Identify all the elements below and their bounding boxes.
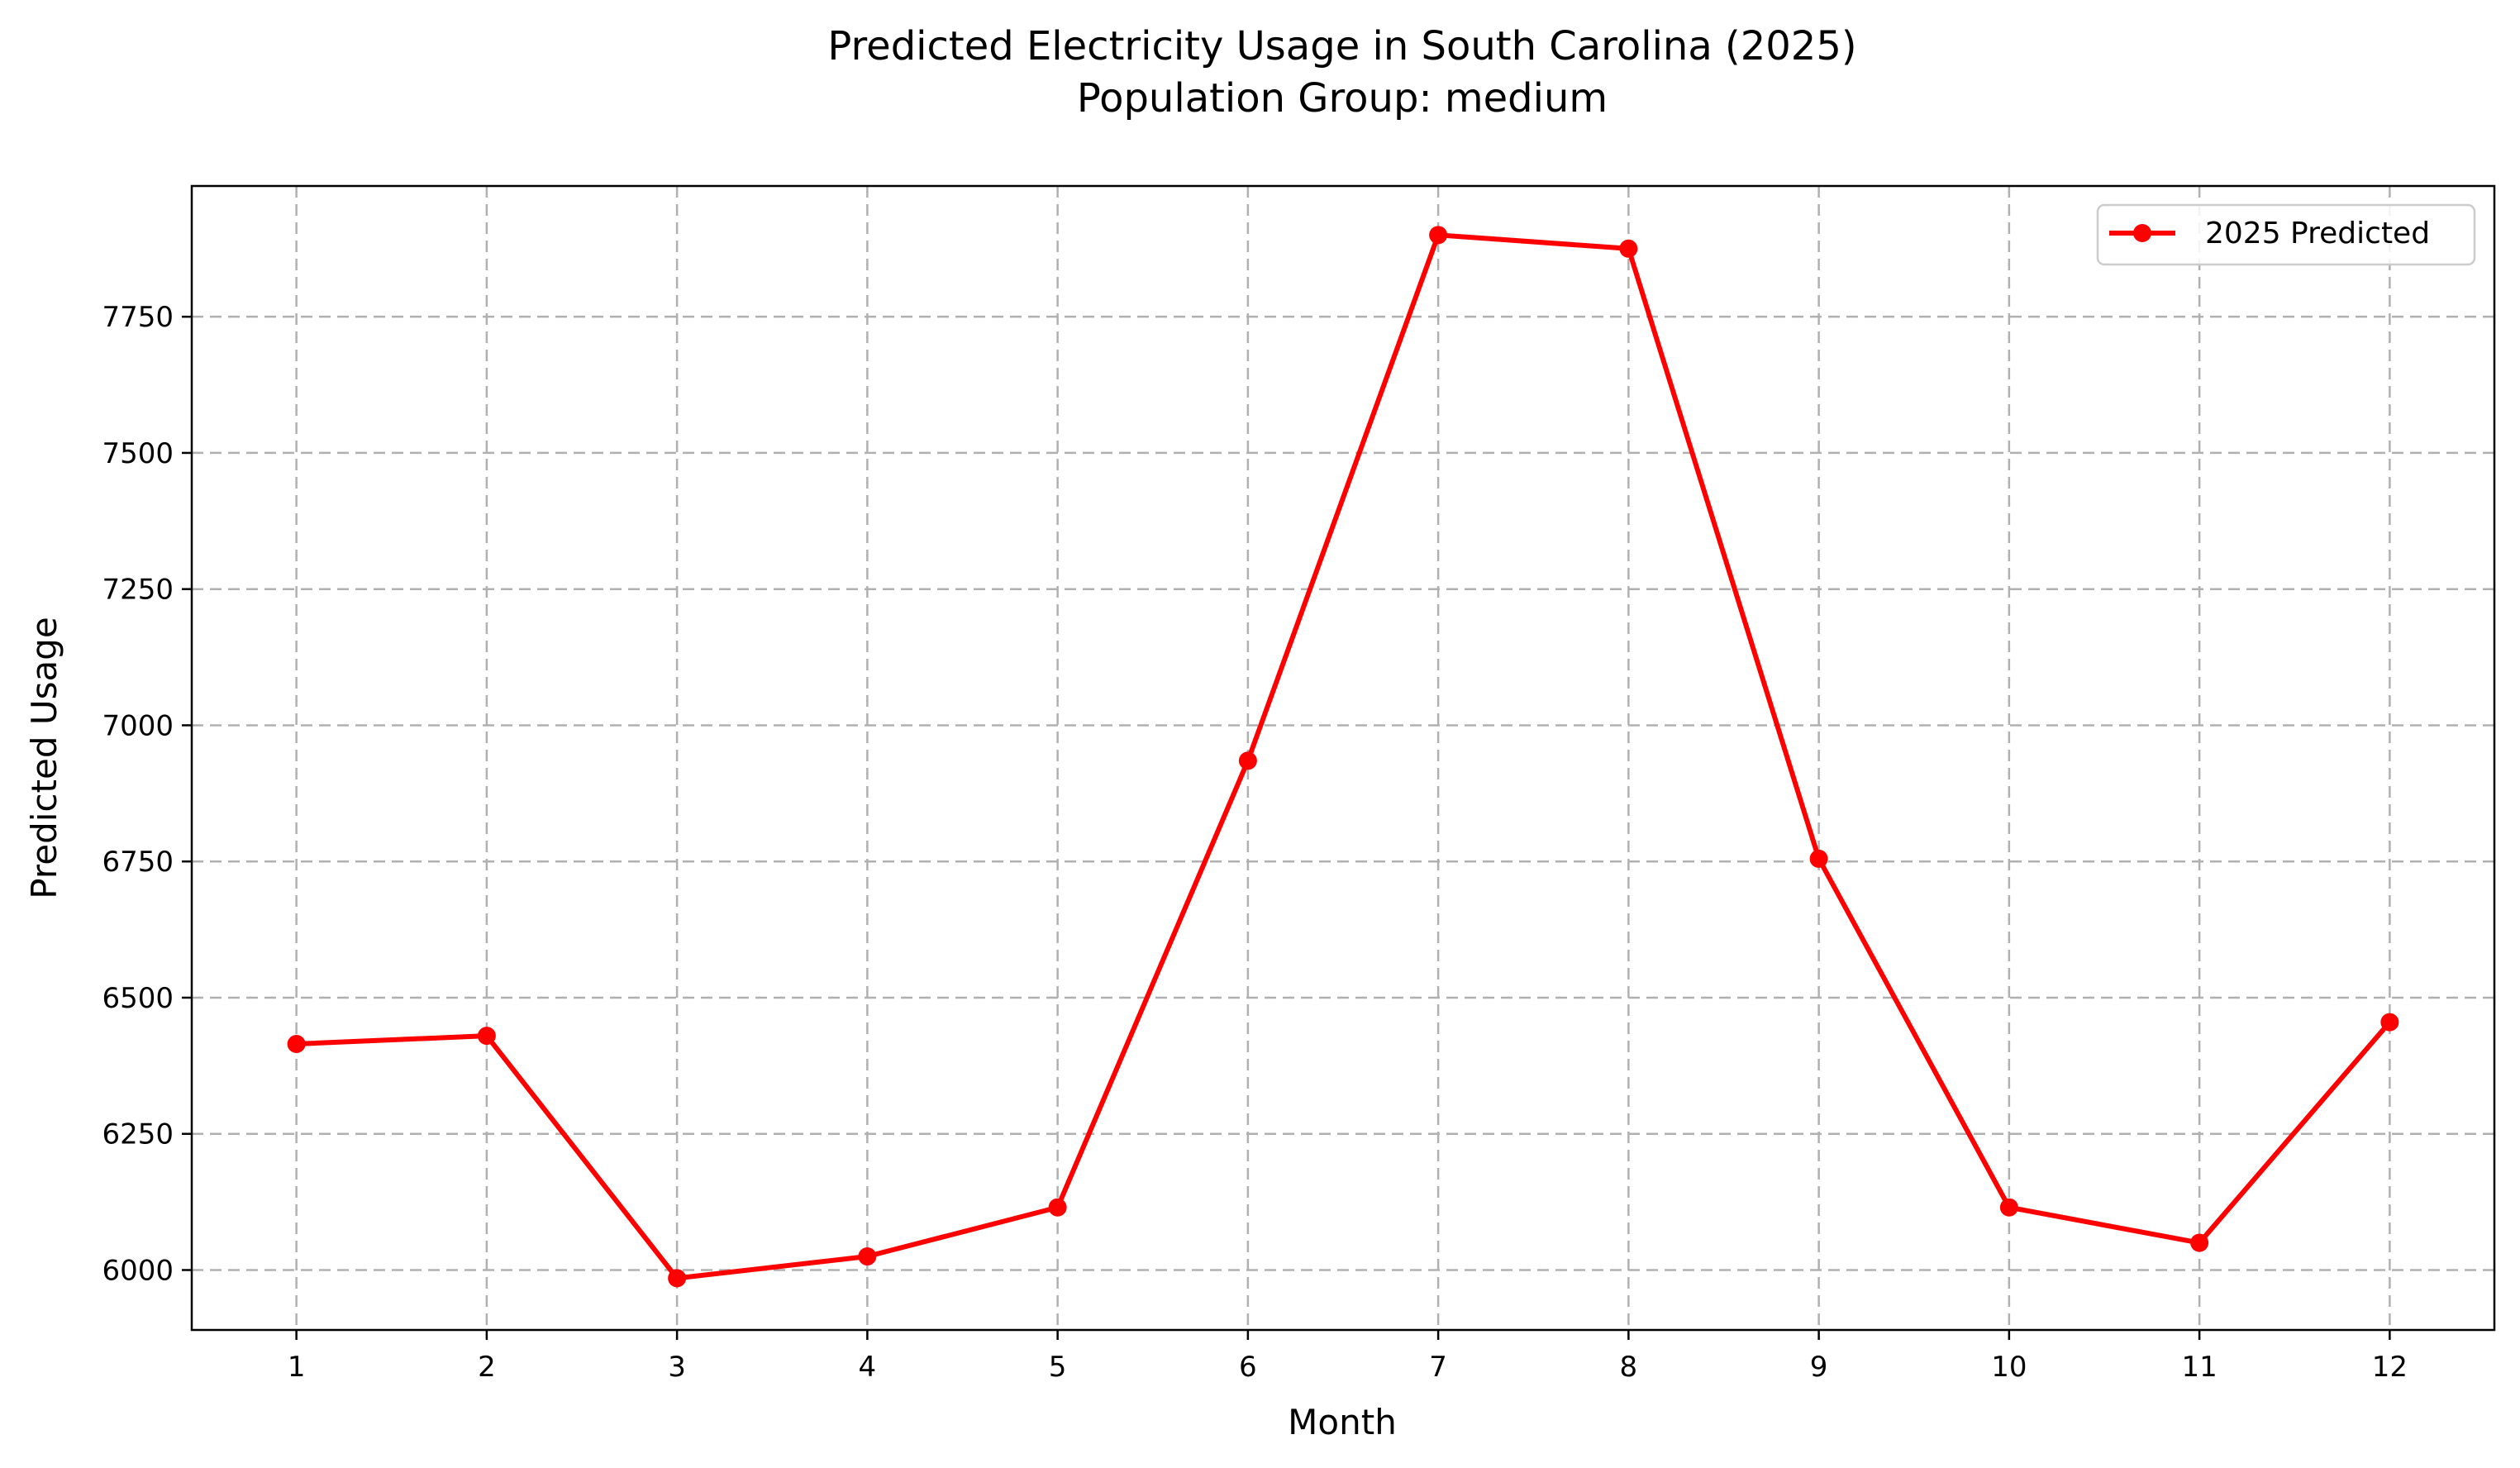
y-tick-label: 6500 xyxy=(102,982,174,1015)
x-tick-label: 10 xyxy=(1991,1351,2027,1384)
chart-subtitle: Population Group: medium xyxy=(1077,75,1608,122)
x-tick-label: 12 xyxy=(2372,1351,2408,1384)
y-axis-label: Predicted Usage xyxy=(24,617,64,898)
y-tick-label: 7000 xyxy=(102,709,174,742)
x-axis-label: Month xyxy=(1288,1402,1397,1442)
y-tick-label: 7750 xyxy=(102,301,174,334)
data-point xyxy=(1238,751,1257,770)
x-tick-label: 5 xyxy=(1049,1351,1067,1384)
x-tick-label: 8 xyxy=(1620,1351,1638,1384)
data-point xyxy=(2190,1233,2209,1252)
x-tick-label: 2 xyxy=(478,1351,496,1384)
data-point xyxy=(2380,1013,2399,1032)
grid xyxy=(192,186,2494,1330)
data-point xyxy=(477,1027,496,1046)
x-tick-label: 11 xyxy=(2181,1351,2217,1384)
series-layer xyxy=(287,226,2399,1288)
legend: 2025 Predicted xyxy=(2096,203,2476,266)
data-point xyxy=(287,1035,306,1053)
data-point xyxy=(858,1247,877,1266)
series-line xyxy=(293,232,2393,1281)
legend-marker-sample xyxy=(2133,224,2151,242)
x-tick-label: 6 xyxy=(1239,1351,1257,1384)
data-point xyxy=(1429,226,1448,245)
axis-ticks: 1 2 3 4 5 6 7 8 9 10 11 126000625065006750700072507… xyxy=(102,301,2408,1384)
y-tick-label: 6750 xyxy=(102,846,174,879)
x-tick-label: 9 xyxy=(1810,1351,1828,1384)
x-tick-label: 3 xyxy=(668,1351,686,1384)
legend-label: 2025 Predicted xyxy=(2205,217,2430,250)
data-point xyxy=(1048,1198,1067,1217)
x-tick-label: 7 xyxy=(1429,1351,1447,1384)
x-tick-label: 4 xyxy=(859,1351,877,1384)
data-point xyxy=(668,1269,687,1288)
chart-title: Predicted Electricity Usage in South Car… xyxy=(827,23,1856,69)
y-tick-label: 6250 xyxy=(102,1118,174,1151)
y-tick-label: 7500 xyxy=(102,437,174,470)
data-point xyxy=(1809,849,1828,868)
legend-box xyxy=(2096,203,2476,266)
plot-frame xyxy=(190,184,2496,1332)
data-point xyxy=(1999,1198,2018,1217)
x-tick-label: 1 xyxy=(288,1351,306,1384)
data-point xyxy=(1619,239,1638,258)
y-tick-label: 7250 xyxy=(102,574,174,607)
y-tick-label: 6000 xyxy=(102,1255,174,1288)
